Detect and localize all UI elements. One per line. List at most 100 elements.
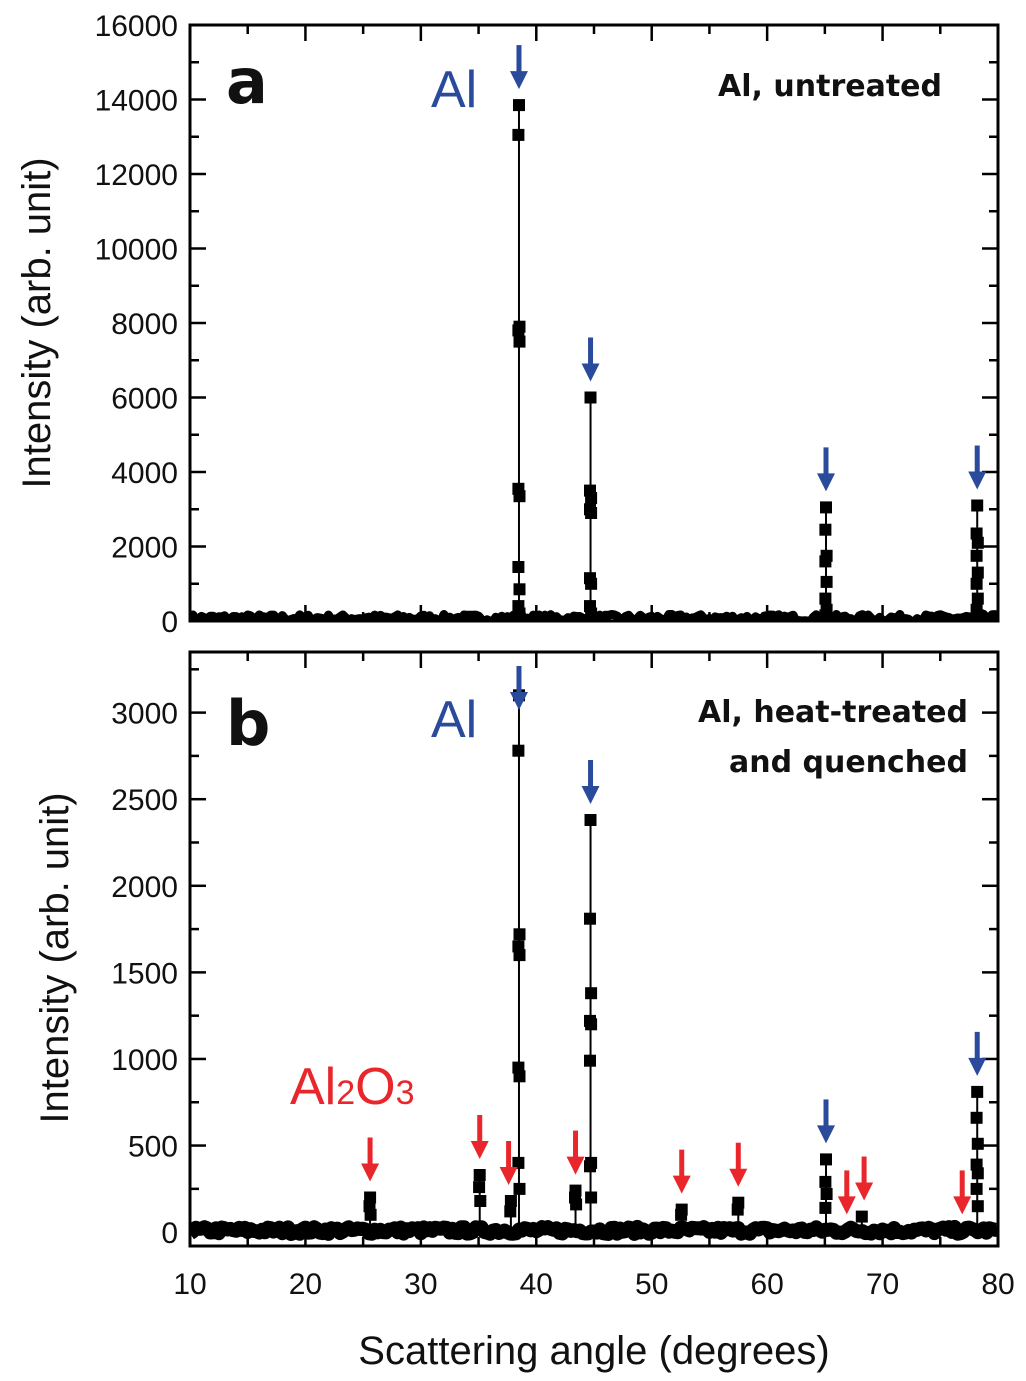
panel-b-phase-label-al: Al	[431, 691, 477, 749]
data-point	[512, 561, 525, 573]
al-peak-arrow	[817, 447, 836, 492]
data-point	[364, 1208, 377, 1221]
data-point	[513, 949, 526, 962]
y-tick-label: 500	[128, 1131, 178, 1164]
panel-a-y-ticks: 0 2000 4000 6000 8000 10000 12000 14000 16000	[95, 10, 998, 639]
al2o3-peak-arrow	[499, 1140, 518, 1185]
panel-b-y-ticks: 0 500 1000 1500 2000 2500 3000	[111, 668, 998, 1250]
data-point	[585, 1018, 598, 1031]
data-point	[584, 912, 596, 925]
data-point	[970, 1182, 983, 1195]
data-point	[819, 523, 832, 536]
x-tick-label: 50	[635, 1268, 668, 1301]
data-point	[819, 592, 832, 605]
data-point	[971, 499, 984, 512]
y-tick-label: 8000	[111, 308, 178, 341]
data-point	[584, 1160, 596, 1173]
data-point	[474, 1195, 487, 1207]
panel-b: 0 500 1000 1500 2000 2500 3000 10 20 30 40 50 60 70 8…	[33, 650, 1015, 1373]
panel-b-phase-label-al2o3: Al2O3	[290, 1058, 415, 1116]
data-point	[820, 1188, 833, 1200]
data-point	[585, 1191, 598, 1204]
al2o3-peak-arrow	[953, 1170, 972, 1215]
data-point	[513, 1070, 526, 1083]
data-point	[971, 1085, 984, 1098]
al2o3-peak-arrow	[837, 1170, 856, 1215]
data-point	[971, 1167, 984, 1180]
panel-b-sample-annotation-line1: Al, heat-treated	[698, 695, 968, 730]
data-point	[585, 492, 598, 505]
al2o3-peak-arrow	[672, 1149, 691, 1194]
al-peak-arrow	[509, 45, 528, 90]
x-tick-label: 70	[866, 1268, 899, 1301]
data-point	[675, 1208, 688, 1221]
y-tick-label: 1000	[111, 1044, 178, 1077]
y-tick-label: 16000	[95, 10, 178, 43]
y-tick-label: 3000	[111, 698, 178, 731]
data-point	[971, 536, 984, 549]
data-point	[820, 1153, 832, 1166]
data-point	[585, 987, 598, 1000]
data-point	[731, 1203, 744, 1216]
data-point	[971, 592, 984, 605]
panel-b-y-axis-title: Intensity (arb. unit)	[33, 792, 77, 1123]
data-point	[504, 1205, 517, 1218]
x-tick-label: 80	[981, 1268, 1014, 1301]
al2o3-peak-arrow	[470, 1114, 489, 1159]
data-point	[855, 1210, 868, 1223]
data-point	[513, 335, 526, 348]
al-peak-arrow	[968, 445, 987, 490]
panel-a-frame	[188, 23, 1000, 623]
data-point	[971, 609, 984, 621]
x-tick-label: 10	[173, 1268, 206, 1301]
al-peak-arrow	[509, 666, 528, 710]
y-tick-label: 14000	[95, 85, 178, 118]
al-peak-arrow	[968, 1031, 987, 1076]
data-point	[585, 577, 598, 590]
data-point	[504, 1195, 517, 1207]
al2o3-peak-arrow	[566, 1130, 585, 1175]
panel-b-letter: b	[226, 687, 270, 760]
data-point	[570, 1198, 583, 1211]
data-point	[513, 99, 525, 112]
al-peak-arrow	[817, 1099, 836, 1144]
data-point	[513, 607, 526, 620]
y-tick-label: 0	[161, 606, 178, 639]
data-point	[970, 1111, 983, 1124]
data-point	[512, 1156, 525, 1169]
x-axis-title: Scattering angle (degrees)	[358, 1329, 829, 1373]
baseline-trace	[190, 1219, 998, 1241]
data-point	[513, 928, 526, 941]
data-point	[513, 490, 526, 503]
data-point	[971, 1137, 984, 1150]
data-point	[473, 1181, 486, 1194]
data-point	[820, 501, 832, 514]
data-point	[585, 607, 598, 620]
data-point	[971, 1200, 984, 1213]
x-tick-label: 30	[404, 1268, 437, 1301]
panel-a-phase-label-al: Al	[431, 61, 477, 119]
data-point	[512, 324, 525, 337]
panel-a-y-axis-title: Intensity (arb. unit)	[15, 157, 59, 488]
panel-a-peak-markers	[509, 45, 987, 492]
y-tick-label: 0	[161, 1217, 178, 1250]
data-point	[970, 577, 983, 590]
data-point	[512, 128, 525, 141]
x-tick-label: 40	[520, 1268, 553, 1301]
y-tick-label: 10000	[95, 234, 178, 267]
data-point	[473, 1169, 486, 1181]
panel-b-peak-markers	[361, 666, 987, 1215]
y-tick-label: 4000	[111, 457, 178, 490]
data-point	[513, 583, 526, 596]
y-tick-label: 6000	[111, 383, 178, 416]
panel-a-letter: a	[226, 45, 268, 118]
al2o3-peak-arrow	[855, 1156, 874, 1201]
panel-a-x-ticks	[188, 25, 1000, 621]
panel-a-data	[190, 99, 998, 621]
data-point	[971, 566, 984, 579]
data-point	[819, 555, 832, 568]
x-tick-label: 60	[750, 1268, 783, 1301]
data-point	[970, 527, 983, 540]
